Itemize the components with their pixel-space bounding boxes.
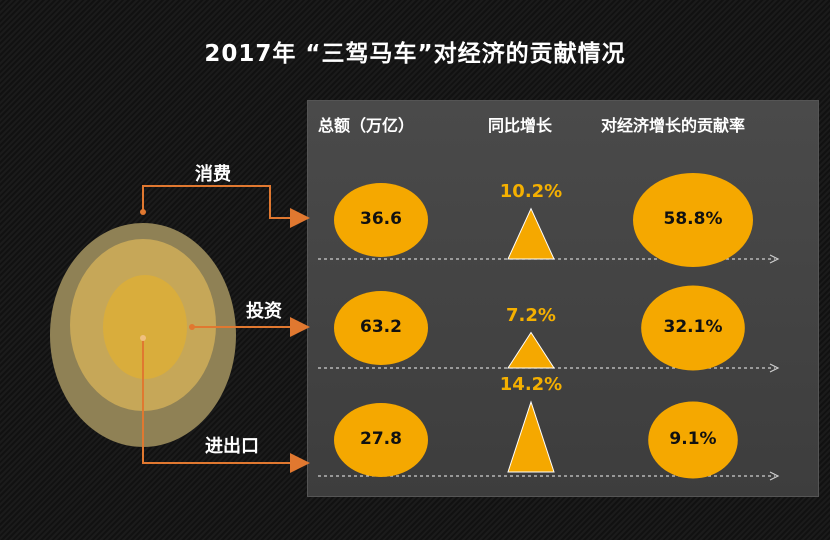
investment-connector-dot [189, 324, 195, 330]
growth-triangle-1 [507, 331, 555, 369]
category-label-2: 进出口 [205, 436, 259, 457]
contribution-bubble-1 [641, 285, 745, 371]
growth-value-1: 7.2% [506, 304, 556, 326]
header-contribution: 对经济增长的贡献率 [601, 116, 746, 135]
row-baseline-arrowhead-0 [769, 254, 780, 264]
total-bubble-2 [334, 403, 428, 477]
contribution-bubble-0 [633, 173, 753, 267]
total-value-1: 63.2 [360, 317, 402, 337]
total-value-0: 36.6 [360, 209, 402, 229]
row-baseline-arrowhead-1 [769, 363, 780, 373]
growth-value-0: 10.2% [499, 180, 563, 202]
header-growth: 同比增长 [488, 116, 553, 135]
contribution-value-2: 9.1% [669, 429, 717, 449]
inner-core-ellipse [103, 275, 187, 379]
total-bubble-0 [334, 183, 428, 257]
row-baseline-arrowhead-2 [769, 471, 780, 481]
growth-value-2: 14.2% [499, 374, 563, 395]
category-label-0: 消费 [195, 164, 231, 185]
consumption-connector-dot [140, 209, 146, 215]
contribution-value-1: 32.1% [663, 317, 723, 337]
growth-triangle-0 [507, 207, 555, 260]
net-exports-connector-line [142, 338, 310, 473]
contribution-bubble-2 [648, 401, 738, 479]
contribution-value-0: 58.8% [663, 209, 723, 229]
chart-title: 2017年 “三驾马车”对经济的贡献情况 [204, 41, 626, 67]
total-value-2: 27.8 [360, 429, 402, 449]
total-bubble-1 [334, 291, 428, 365]
net-exports-connector-dot [140, 335, 146, 341]
category-label-1: 投资 [246, 301, 282, 322]
growth-triangle-2 [507, 400, 555, 473]
consumption-connector-line [142, 185, 310, 228]
header-total: 总额（万亿） [318, 116, 415, 135]
